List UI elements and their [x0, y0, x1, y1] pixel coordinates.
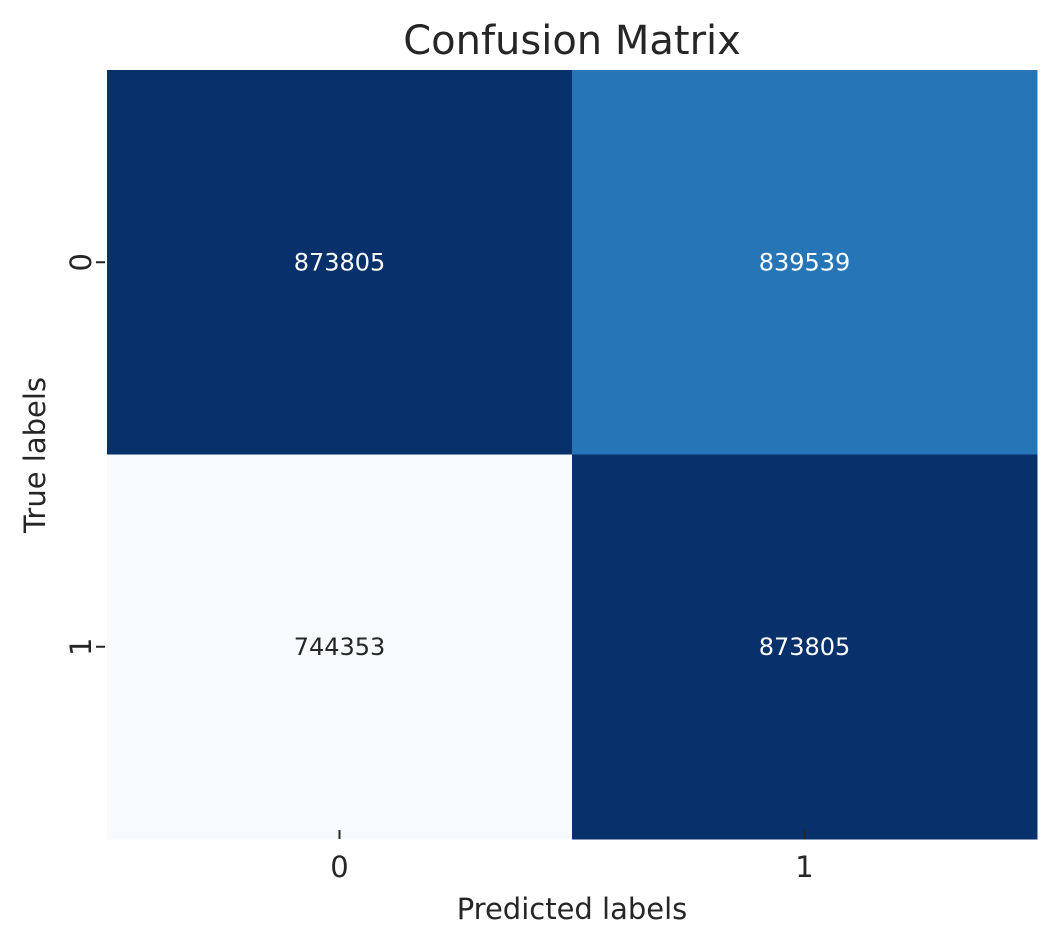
cell-value-1-1: 873805: [759, 633, 851, 661]
y-tick-label: 1: [64, 638, 98, 656]
heatmap-cell-labels: 873805 839539 744353 873805: [294, 248, 851, 661]
cell-value-1-0: 744353: [294, 633, 386, 661]
x-tick-label: 0: [330, 850, 348, 884]
heatmap-cell-1-0: [107, 454, 573, 840]
cell-value-0-1: 839539: [759, 248, 851, 276]
x-axis-label: Predicted labels: [457, 892, 688, 926]
heatmap-cells: [107, 70, 1038, 840]
chart-title: Confusion Matrix: [403, 18, 741, 64]
cell-value-0-0: 873805: [294, 248, 386, 276]
x-tick-label: 1: [795, 850, 813, 884]
heatmap-cell-0-0: [107, 70, 573, 455]
y-axis-label: True labels: [18, 377, 52, 534]
y-tick-label: 0: [64, 253, 98, 271]
heatmap-cell-1-1: [572, 454, 1038, 840]
y-axis: 01: [64, 253, 105, 656]
heatmap-cell-0-1: [572, 70, 1038, 455]
